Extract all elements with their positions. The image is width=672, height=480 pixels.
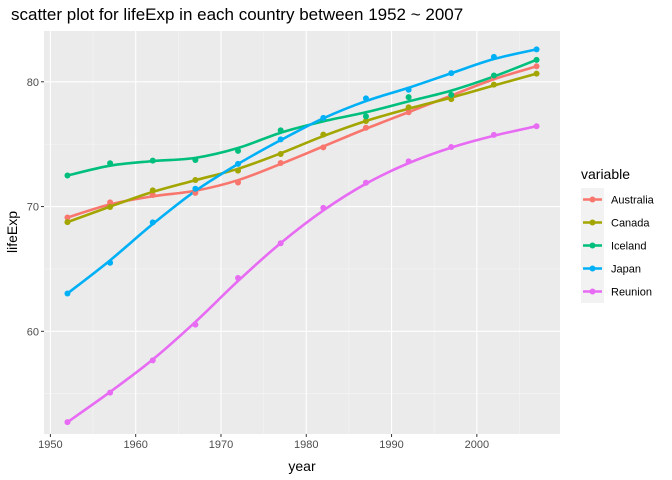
point-canada (405, 104, 412, 111)
tick-labels: 1950 1960 1970 1980 1990 2000 60 70 80 (27, 77, 489, 451)
axis-ticks (41, 81, 478, 437)
point-reunion (405, 158, 412, 165)
point-reunion (149, 357, 156, 364)
smooth-line-australia (66, 65, 538, 219)
point-australia (64, 214, 71, 221)
legend-key-point (589, 265, 596, 272)
legend-label-canada: Canada (611, 218, 650, 230)
point-australia (362, 124, 369, 131)
point-iceland (192, 157, 199, 164)
point-reunion (320, 204, 327, 211)
smooth-line-canada (66, 72, 538, 224)
point-australia (235, 179, 242, 186)
point-reunion (362, 179, 369, 186)
legend-label-reunion: Reunion (611, 287, 652, 299)
point-reunion (490, 131, 497, 138)
point-reunion (533, 123, 540, 130)
legend-key-point (589, 288, 596, 295)
plot-panel (44, 31, 560, 434)
point-australia (192, 189, 199, 196)
point-japan (192, 185, 199, 192)
point-australia (149, 191, 156, 198)
point-japan (149, 219, 156, 226)
x-tick-label: 1970 (209, 439, 233, 451)
y-axis-title: lifeExp (4, 211, 20, 253)
point-canada (192, 176, 199, 183)
point-australia (405, 109, 412, 116)
point-reunion (277, 240, 284, 247)
x-tick-label: 1990 (379, 439, 403, 451)
legend-key-point (589, 242, 596, 249)
y-tick-label: 80 (27, 77, 39, 89)
point-japan (362, 95, 369, 102)
y-tick-label: 60 (27, 326, 39, 338)
x-tick-label: 1980 (294, 439, 318, 451)
legend-key-point (589, 196, 596, 203)
point-canada (320, 131, 327, 138)
point-canada (448, 96, 455, 103)
smooth-lines (66, 48, 538, 424)
point-canada (362, 117, 369, 124)
point-canada (277, 151, 284, 158)
point-australia (107, 199, 114, 206)
point-japan (533, 46, 540, 53)
legend-label-australia: Australia (611, 195, 655, 207)
legend: variable Australia Canada Iceland Japan Reun… (581, 166, 655, 303)
point-reunion (235, 275, 242, 282)
point-australia (277, 160, 284, 167)
y-tick-label: 70 (27, 202, 39, 214)
point-australia (320, 144, 327, 151)
point-iceland (107, 160, 114, 167)
point-reunion (192, 321, 199, 328)
point-iceland (533, 56, 540, 63)
point-reunion (448, 144, 455, 151)
point-iceland (362, 113, 369, 120)
point-canada (490, 81, 497, 88)
point-japan (405, 86, 412, 93)
point-iceland (405, 94, 412, 101)
point-iceland (235, 147, 242, 154)
point-japan (448, 70, 455, 77)
point-iceland (277, 127, 284, 134)
data-points (64, 46, 540, 426)
point-japan (235, 160, 242, 167)
legend-title: variable (581, 166, 630, 182)
point-reunion (107, 389, 114, 396)
major-gridlines (44, 31, 560, 434)
point-japan (490, 53, 497, 60)
point-iceland (64, 172, 71, 179)
chart-title: scatter plot for lifeExp in each country… (11, 5, 463, 24)
point-canada (107, 204, 114, 211)
point-canada (149, 187, 156, 194)
point-japan (107, 259, 114, 266)
legend-label-iceland: Iceland (611, 241, 646, 253)
x-tick-label: 1960 (123, 439, 147, 451)
smooth-line-reunion (66, 124, 538, 424)
legend-key-point (589, 219, 596, 226)
point-canada (235, 167, 242, 174)
smooth-line-iceland (66, 58, 538, 177)
point-australia (533, 63, 540, 70)
point-canada (64, 219, 71, 226)
point-iceland (490, 72, 497, 79)
smooth-line-japan (66, 48, 538, 295)
point-japan (64, 290, 71, 297)
point-iceland (448, 91, 455, 98)
x-tick-label: 2000 (465, 439, 489, 451)
x-tick-label: 1950 (38, 439, 62, 451)
x-axis-title: year (288, 458, 316, 474)
point-canada (533, 70, 540, 77)
point-japan (277, 136, 284, 143)
point-reunion (64, 419, 71, 426)
legend-label-japan: Japan (611, 264, 641, 276)
point-japan (320, 114, 327, 121)
point-iceland (149, 157, 156, 164)
